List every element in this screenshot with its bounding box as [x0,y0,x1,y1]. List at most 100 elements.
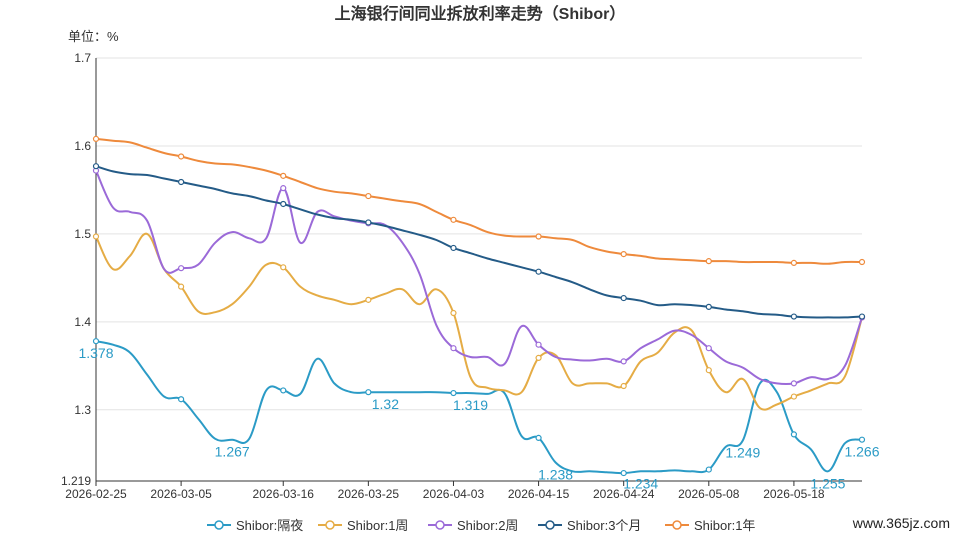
series-point [92,233,100,240]
data-label: 1.378 [78,345,113,361]
x-tick-label: 2026-04-24 [593,487,655,501]
legend-swatch-marker [325,520,335,530]
legend-label: Shibor:1年 [694,518,755,533]
series-point [178,265,185,272]
series-point [620,294,627,302]
unit-label: 单位：% [68,29,119,44]
series-point [92,163,100,170]
series-point [705,367,712,374]
x-tick-label: 2026-03-05 [150,487,212,501]
series-point [280,264,287,271]
series-point [790,431,798,438]
x-tick-label: 2026-05-18 [763,487,825,501]
chart-title: 上海银行间同业拆放利率走势（Shibor） [335,4,626,23]
series-point [450,309,457,317]
series-point [365,296,372,303]
data-label: 1.234 [623,475,658,491]
series-point [858,258,866,266]
series-point [705,258,712,265]
legend[interactable]: Shibor:隔夜 Shibor:1周 Shibor:2周 Shibor:3个月 Shi… [207,518,755,533]
x-tick-label: 2026-03-16 [253,487,315,501]
series-point [178,283,185,290]
y-tick-label: 1.219 [61,474,91,488]
series-point [705,466,712,473]
legend-item[interactable]: Shibor:2周 [428,518,518,533]
x-tick-label: 2026-02-25 [65,487,127,501]
series-point [365,219,372,226]
data-label: 1.319 [453,397,488,413]
legend-label: Shibor:2周 [457,518,518,533]
data-label: 1.267 [215,444,250,460]
series-point [450,345,457,352]
series-point [620,382,627,390]
series-point [178,153,185,160]
legend-label: Shibor:隔夜 [236,518,303,533]
series-point [535,233,542,240]
series-point [450,244,457,252]
series-point [705,345,712,352]
legend-item[interactable]: Shibor:1周 [318,518,408,533]
series-point [858,313,866,320]
x-tick-label: 2026-04-15 [508,487,570,501]
series-point [450,216,457,223]
y-tick-label: 1.7 [74,51,91,65]
series-point [790,313,798,320]
y-tick-label: 1.3 [74,403,91,417]
series-point [365,389,372,396]
series-lines [92,135,866,477]
series-line-4 [95,137,863,265]
data-label: 1.255 [810,475,845,491]
x-tick-label: 2026-05-08 [678,487,740,501]
legend-item[interactable]: Shibor:1年 [665,518,755,533]
legend-label: Shibor:3个月 [567,518,641,533]
series-point [450,389,457,397]
legend-swatch-marker [545,520,555,530]
series-point [535,341,542,348]
series-point [178,178,185,186]
legend-swatch-marker [214,520,224,530]
series-point [620,358,627,365]
y-tick-label: 1.4 [74,315,91,329]
series-point [280,200,287,208]
legend-label: Shibor:1周 [347,518,408,533]
series-point [620,251,627,258]
series-point [790,380,798,387]
series-point [790,393,798,400]
series-point [858,436,866,443]
series-line-3 [95,165,863,319]
legend-swatch-marker [435,520,445,530]
x-tick-label: 2026-03-25 [338,487,400,501]
x-tick-label: 2026-04-03 [423,487,485,501]
legend-item[interactable]: Shibor:3个月 [538,518,641,533]
data-label: 1.238 [538,467,573,483]
series-point [92,135,100,143]
series-point [280,172,287,179]
legend-swatch-marker [672,520,682,530]
series-line-2 [95,170,863,386]
y-axis-ticks: 1.219 1.3 1.4 1.5 1.6 1.7 [61,51,91,488]
data-label: 1.266 [844,444,879,460]
series-point [365,192,372,200]
series-point [535,268,542,275]
series-point [92,338,100,345]
series-line-1 [95,232,863,411]
x-axis: 2026-02-25 2026-03-05 2026-03-16 2026-03-25… [65,58,862,501]
y-tick-label: 1.5 [74,227,91,241]
series-point [705,303,712,310]
watermark-text: www.365jz.com [852,515,950,531]
y-tick-label: 1.6 [74,139,91,153]
series-point [535,354,542,361]
series-point [280,387,287,394]
data-label: 1.32 [372,396,399,412]
series-point [620,469,627,477]
data-label: 1.249 [725,445,760,461]
gridlines [96,57,862,482]
data-labels: 1.378 1.267 1.32 1.319 1.238 1.234 1.249 1.255 1… [78,345,879,491]
legend-item[interactable]: Shibor:隔夜 [207,518,303,533]
series-point [280,185,287,192]
series-point [535,434,542,442]
series-line-0 [95,340,863,475]
series-point [790,259,798,267]
series-point [178,396,185,403]
